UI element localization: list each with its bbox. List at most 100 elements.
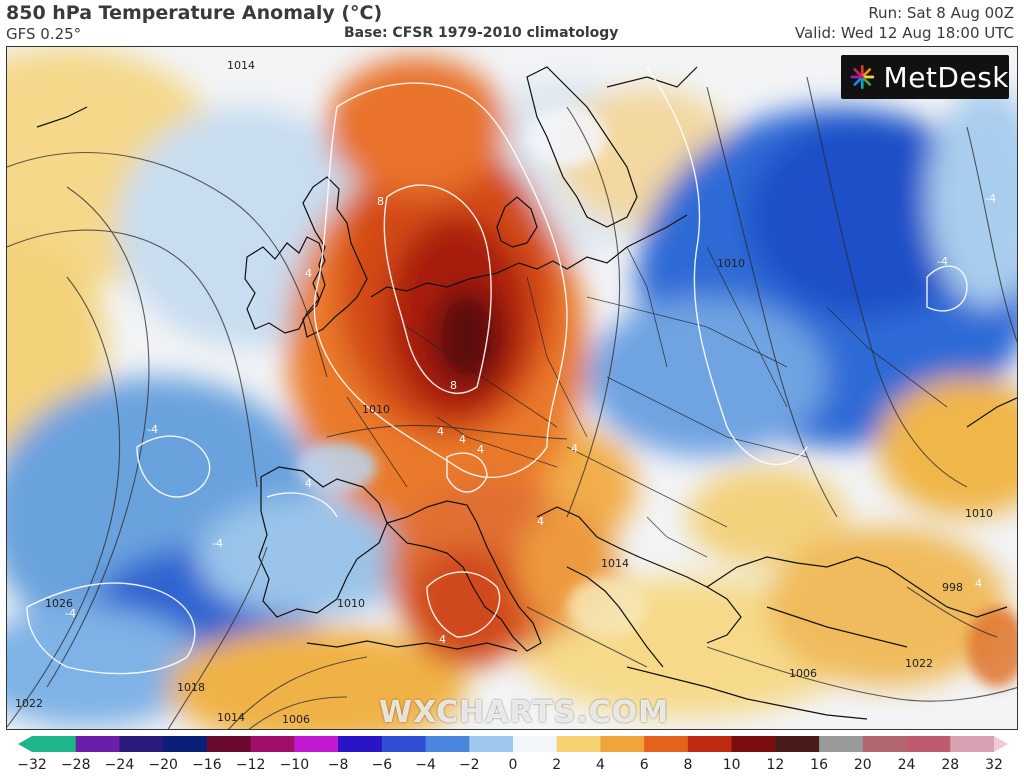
isobar-label: 1010 — [965, 507, 993, 520]
colorbar-segment — [381, 736, 427, 752]
anomaly-label: 8 — [450, 379, 457, 392]
colorbar-segment — [206, 736, 252, 752]
colorbar-left-arrow — [18, 736, 32, 752]
colorbar-tick-label: −8 — [327, 757, 349, 773]
colorbar-tick-label: 24 — [897, 757, 916, 773]
colorbar-tick-label: −20 — [148, 757, 178, 773]
isobar-label-group: 1014 1010 1026 1022 1018 1014 1006 1010 … — [15, 59, 993, 726]
colorbar-segment — [862, 736, 908, 752]
colorbar-tick-label: −16 — [192, 757, 222, 773]
country-borders — [346, 246, 948, 558]
metdesk-burst-icon — [850, 65, 875, 89]
colorbar-segment — [513, 736, 558, 752]
anomaly-label: 4 — [305, 477, 312, 490]
colorbar-tick-label: 16 — [810, 757, 828, 773]
colorbar-segment — [425, 736, 470, 752]
anomaly-label: 4 — [459, 433, 466, 446]
colorbar-tick-label: −10 — [279, 757, 310, 773]
colorbar-segment — [644, 736, 689, 752]
coastlines — [36, 66, 1017, 720]
anomaly-label: 4 — [437, 425, 444, 438]
colorbar-tick-label: 6 — [639, 757, 649, 773]
isobar-label: 998 — [942, 581, 963, 594]
colorbar-segment — [338, 736, 383, 752]
isobar-label: 1022 — [15, 697, 43, 710]
colorbar-segment — [163, 736, 208, 752]
isobar-label: 1014 — [601, 557, 629, 570]
colorbar-segment — [32, 736, 77, 752]
colorbar-segment — [294, 736, 339, 752]
anomaly-label: 4 — [537, 515, 544, 528]
colorbar-segment — [775, 736, 820, 752]
isobar-label: 1006 — [789, 667, 817, 680]
model-label: GFS 0.25° — [6, 25, 82, 43]
anomaly-label: -4 — [147, 423, 158, 436]
colorbar-segment — [687, 736, 733, 752]
colorbar-segment — [819, 736, 864, 752]
isobars — [7, 76, 1017, 729]
anomaly-label: 4 — [571, 442, 578, 455]
metdesk-logo-text: MetDesk — [883, 60, 1009, 94]
colorbar-tick-label: 10 — [722, 757, 741, 773]
colorbar-tick-label: 32 — [985, 757, 1003, 773]
colorbar-tick-label: 12 — [766, 757, 785, 773]
colorbar-tick-label: −12 — [235, 757, 266, 773]
anomaly-label: -4 — [212, 537, 223, 550]
anomaly-field — [7, 47, 1017, 729]
run-time: Run: Sat 8 Aug 00Z — [868, 4, 1014, 22]
anomaly-label: 4 — [439, 633, 446, 646]
chart-title: 850 hPa Temperature Anomaly (°C) — [6, 2, 383, 24]
isobar-label: 1010 — [362, 403, 390, 416]
chart-header: 850 hPa Temperature Anomaly (°C) GFS 0.2… — [0, 0, 1024, 46]
colorbar-segment — [469, 736, 514, 752]
colorbar-tick-label: −6 — [371, 757, 393, 773]
valid-time: Valid: Wed 12 Aug 18:00 UTC — [794, 24, 1014, 42]
colorbar-bar — [18, 736, 1008, 752]
colorbar-segment — [950, 736, 995, 752]
isobar-label: 1018 — [177, 681, 205, 694]
colorbar-segment — [600, 736, 645, 752]
anomaly-label: 4 — [975, 577, 982, 590]
colorbar-segment — [556, 736, 601, 752]
colorbar-segment — [250, 736, 295, 752]
isobar-label: 1022 — [905, 657, 933, 670]
anomaly-label: 4 — [305, 267, 312, 280]
colorbar-segment — [75, 736, 120, 752]
metdesk-logo: MetDesk — [841, 55, 1009, 99]
colorbar-tick-label: −28 — [60, 757, 91, 773]
colorbar-tick-label: −4 — [415, 757, 436, 773]
anomaly-label-group: 8 8 4 4 4 4 4 -4 -4 -4 -4 -4 4 4 4 4 — [65, 192, 996, 646]
colorbar-segment — [119, 736, 164, 752]
isobar-label: 1010 — [717, 257, 745, 270]
anomaly-label: -4 — [985, 192, 996, 205]
anomaly-contours — [26, 66, 968, 675]
colorbar-right-arrow — [994, 736, 1008, 752]
anomaly-detail — [297, 107, 1017, 687]
colorbar-tick-label: 8 — [683, 757, 693, 773]
isobar-label: 1014 — [217, 711, 245, 724]
colorbar-tick-label: 2 — [552, 757, 562, 773]
map-canvas: 1014 1010 1026 1022 1018 1014 1006 1010 … — [7, 47, 1017, 729]
wxcharts-watermark: WXCHARTS.COM — [379, 695, 670, 730]
colorbar-tick-label: 0 — [508, 757, 518, 773]
colorbar-tick-label: 28 — [941, 757, 960, 773]
colorbar-tick-label: 4 — [595, 757, 605, 773]
climatology-base: Base: CFSR 1979-2010 climatology — [344, 25, 619, 41]
anomaly-label: 8 — [377, 195, 384, 208]
anomaly-label: -4 — [65, 607, 76, 620]
colorbar: −32 −28 −24 −20 −16 −12 −10 −8 −6 −4 −2 0 2 4 6 8 10 12 16… — [17, 733, 1008, 779]
colorbar-tick-label: 20 — [853, 757, 872, 773]
anomaly-label: -4 — [937, 255, 948, 268]
colorbar-segment — [731, 736, 776, 752]
isobar-label: 1014 — [227, 59, 255, 72]
isobar-label: 1010 — [337, 597, 365, 610]
anomaly-map: 1014 1010 1026 1022 1018 1014 1006 1010 … — [6, 46, 1018, 730]
isobar-label: 1006 — [282, 713, 310, 726]
colorbar-segments — [32, 736, 995, 752]
isobar-label: 1026 — [45, 597, 73, 610]
colorbar-tick-label: −2 — [458, 757, 480, 773]
colorbar-tick-label: −24 — [104, 757, 135, 773]
anomaly-label: 4 — [477, 443, 484, 456]
colorbar-segment — [906, 736, 951, 752]
colorbar-tick-label: −32 — [17, 757, 47, 773]
